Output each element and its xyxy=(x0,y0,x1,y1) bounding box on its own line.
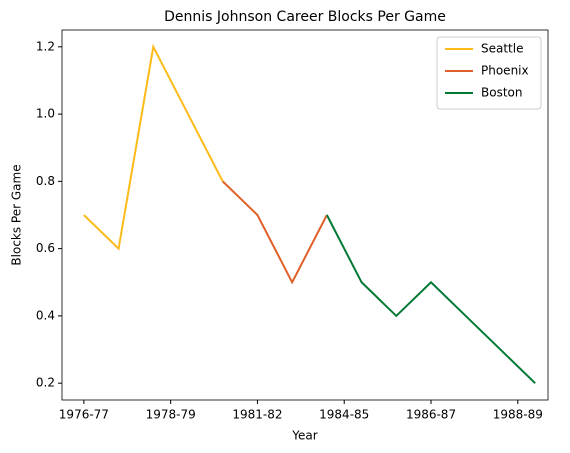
x-tick-label: 1981-82 xyxy=(232,408,282,422)
y-tick-label: 0.8 xyxy=(36,174,55,188)
y-tick-label: 0.2 xyxy=(36,376,55,390)
series-line xyxy=(222,180,328,285)
legend-label: Boston xyxy=(481,86,522,100)
y-tick-label: 0.6 xyxy=(36,241,55,255)
chart-title: Dennis Johnson Career Blocks Per Game xyxy=(164,9,446,25)
y-tick-label: 1.2 xyxy=(36,39,55,53)
legend-box xyxy=(436,36,542,110)
x-tick-label: 1988-89 xyxy=(493,408,543,422)
x-tick-label: 1986-87 xyxy=(406,408,456,422)
x-tick-label: 1984-85 xyxy=(319,408,369,422)
legend-label: Phoenix xyxy=(481,64,529,78)
x-tick-label: 1978-79 xyxy=(146,408,196,422)
series-line xyxy=(83,43,224,251)
y-tick-label: 0.4 xyxy=(36,308,55,322)
series-line xyxy=(325,214,536,384)
y-tick-label: 1.0 xyxy=(36,107,55,121)
x-tick-label: 1976-77 xyxy=(59,408,109,422)
legend-label: Seattle xyxy=(481,42,523,56)
plot-frame xyxy=(61,29,549,401)
x-axis-label: Year xyxy=(291,429,317,443)
y-axis-label: Blocks Per Game xyxy=(10,164,24,265)
